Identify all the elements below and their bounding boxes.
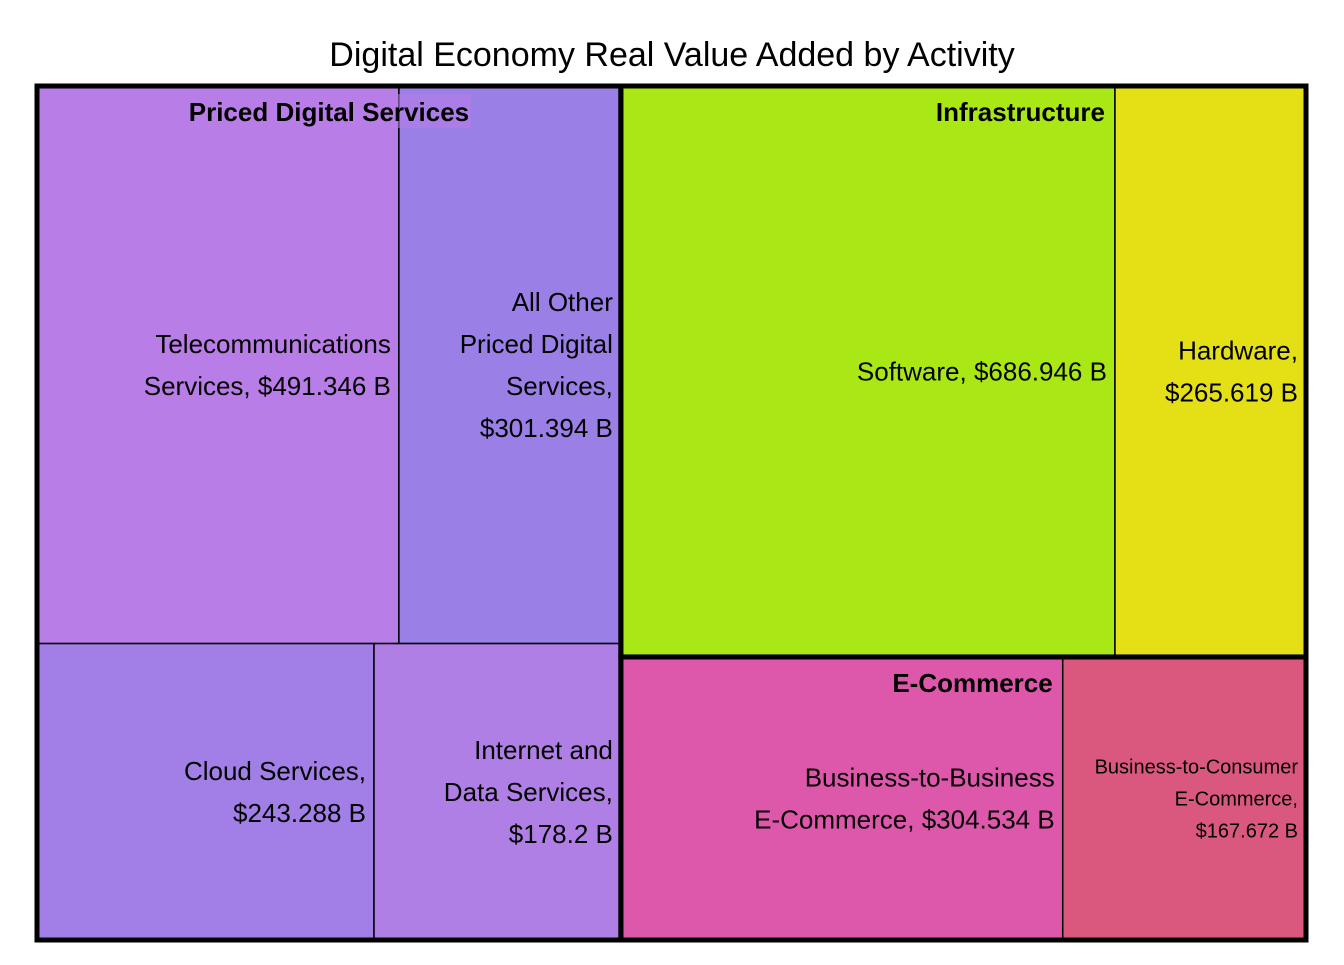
tile-label-line: Hardware,	[1178, 336, 1298, 366]
tiles-layer	[36, 85, 1307, 941]
tile-label-line: Business-to-Business	[805, 763, 1055, 793]
group-label-priced-digital-services: Priced Digital Services	[189, 97, 469, 127]
group-label-e-commerce: E-Commerce	[892, 668, 1052, 698]
group-label-infrastructure: Infrastructure	[936, 97, 1105, 127]
tile-label-line: $243.288 B	[233, 798, 366, 828]
tile-label-line: $265.619 B	[1165, 378, 1298, 408]
tile-label-line: Priced Digital	[460, 329, 613, 359]
tile-label-line: Services, $491.346 B	[144, 371, 391, 401]
tile-label-line: Software, $686.946 B	[857, 357, 1107, 387]
tile-label-telecommunications-services: Telecommunications Services, $491.346 B	[144, 329, 391, 401]
tile-telecommunications-services	[36, 85, 400, 645]
tile-label-cloud-services: Cloud Services, $243.288 B	[184, 756, 366, 828]
tile-label-all-other-priced-digital-services: All Other Priced Digital Services, $301.394…	[460, 287, 614, 443]
group-labels-layer: Priced Digital Services Infrastructure E-C…	[186, 94, 1107, 699]
tile-label-line: Cloud Services,	[184, 756, 366, 786]
tile-label-business-to-consumer-e-commerce: Business-to-Consumer E-Commerce, $167.672 …	[1095, 756, 1299, 842]
tile-label-internet-and-data-services: Internet and Data Services, $178.2 B	[444, 735, 613, 849]
tile-label-line: Internet and	[474, 735, 613, 765]
tile-business-to-business-e-commerce	[620, 656, 1064, 941]
tile-label-line: $178.2 B	[509, 819, 613, 849]
tile-label-line: $301.394 B	[480, 413, 613, 443]
tile-label-line: Data Services,	[444, 777, 613, 807]
tile-label-line: $167.672 B	[1196, 820, 1298, 842]
group-border-e-commerce	[618, 654, 1309, 943]
tile-labels-layer: Telecommunications Services, $491.346 B Al…	[144, 287, 1299, 849]
group-label-bg-e-commerce	[890, 664, 1055, 699]
tile-label-line: All Other	[512, 287, 613, 317]
tile-label-hardware: Hardware, $265.619 B	[1165, 336, 1298, 408]
tile-label-line: Services,	[506, 371, 613, 401]
group-borders-layer	[34, 83, 1309, 943]
tile-cloud-services	[36, 642, 375, 941]
tile-label-line: E-Commerce, $304.534 B	[754, 805, 1055, 835]
tile-label-line: Telecommunications	[155, 329, 391, 359]
tile-software	[620, 85, 1116, 658]
tile-hardware	[1114, 85, 1307, 658]
tile-all-other-priced-digital-services	[398, 85, 622, 645]
group-label-bg-priced-digital-services	[186, 94, 472, 128]
group-label-bg-infrastructure	[933, 94, 1107, 128]
tile-label-line: Business-to-Consumer	[1095, 756, 1299, 778]
tile-label-line: E-Commerce,	[1175, 788, 1298, 810]
tile-internet-and-data-services	[373, 642, 622, 941]
tile-label-software: Software, $686.946 B	[857, 357, 1107, 387]
tile-label-business-to-business-e-commerce: Business-to-Business E-Commerce, $304.534…	[754, 763, 1055, 835]
chart-title: Digital Economy Real Value Added by Acti…	[329, 36, 1014, 74]
